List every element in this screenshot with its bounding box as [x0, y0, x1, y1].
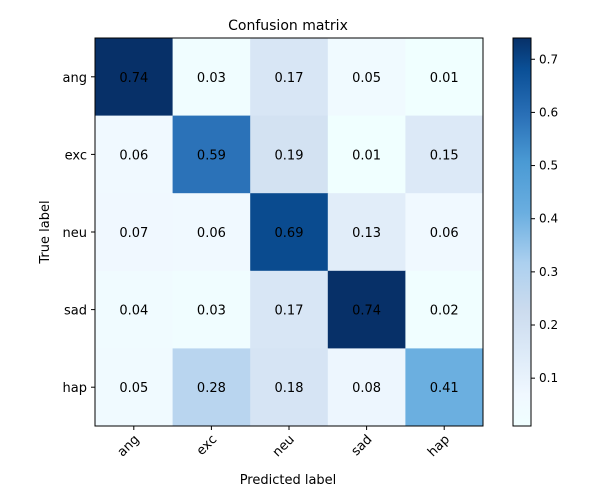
cell-value-label: 0.13 [352, 226, 381, 241]
heatmap-cell [172, 348, 251, 427]
cell-value-label: 0.08 [352, 381, 381, 396]
heatmap-cell [172, 193, 251, 272]
cell-value-label: 0.02 [430, 304, 459, 319]
cell-value-label: 0.01 [430, 71, 459, 86]
heatmap-cell [327, 193, 406, 272]
heatmap-cell [405, 38, 484, 117]
cell-value-label: 0.07 [119, 226, 148, 241]
heatmap-cell [172, 38, 251, 117]
cell-value-label: 0.03 [197, 304, 226, 319]
x-tick-label: sad [349, 432, 376, 459]
cell-value-label: 0.59 [197, 148, 226, 163]
cell-value-label: 0.74 [119, 71, 148, 86]
y-tick-label: hap [63, 381, 87, 396]
colorbar-tick-label: 0.3 [539, 265, 558, 279]
heatmap-cell [327, 38, 406, 117]
y-tick-label: exc [65, 148, 87, 163]
cell-value-label: 0.04 [119, 304, 148, 319]
heatmap-cell [250, 270, 329, 349]
heatmap-cell [95, 38, 174, 117]
cell-value-label: 0.19 [275, 148, 304, 163]
cell-value-label: 0.03 [197, 71, 226, 86]
cell-value-label: 0.69 [275, 226, 304, 241]
heatmap-cell [405, 348, 484, 427]
colorbar-tick-label: 0.4 [539, 212, 558, 226]
heatmap-cell [405, 270, 484, 349]
heatmap-cell [327, 115, 406, 194]
cell-value-label: 0.05 [119, 381, 148, 396]
x-axis-ticks: ang exc neu sad hap [115, 426, 453, 460]
heatmap-cell [250, 193, 329, 272]
heatmap-cell [250, 38, 329, 117]
heatmap-cell [250, 115, 329, 194]
heatmap-cell [172, 115, 251, 194]
cell-value-label: 0.41 [430, 381, 459, 396]
heatmap-cell [250, 348, 329, 427]
cell-value-label: 0.18 [275, 381, 304, 396]
cell-value-label: 0.06 [430, 226, 459, 241]
heatmap-cell [405, 115, 484, 194]
cell-value-label: 0.15 [430, 148, 459, 163]
colorbar-tick-label: 0.1 [539, 371, 558, 385]
y-axis-ticks: ang exc neu sad hap [63, 71, 95, 396]
heatmap-cell [405, 193, 484, 272]
x-axis-label: Predicted label [240, 473, 337, 488]
heatmap-cell [327, 270, 406, 349]
colorbar-ticks: 0.1 0.2 0.3 0.4 0.5 0.6 0.7 [531, 52, 558, 385]
heatmap-cell [95, 193, 174, 272]
heatmap-cell [95, 348, 174, 427]
cell-value-label: 0.06 [119, 148, 148, 163]
chart-title: Confusion matrix [228, 18, 348, 34]
colorbar [512, 37, 532, 427]
cell-value-label: 0.06 [197, 226, 226, 241]
colorbar-tick-label: 0.7 [539, 52, 558, 66]
colorbar-tick-label: 0.2 [539, 318, 558, 332]
y-tick-label: sad [64, 304, 87, 319]
cell-value-label: 0.17 [275, 71, 304, 86]
colorbar-tick-label: 0.6 [539, 105, 558, 119]
heatmap-cell [172, 270, 251, 349]
y-axis-label: True label [38, 200, 53, 264]
heatmap-cells: 0.74 0.03 0.17 0.05 0.01 0.06 0.59 0.19 0.01 0.15… [95, 38, 484, 427]
cell-value-label: 0.28 [197, 381, 226, 396]
x-tick-label: exc [194, 432, 220, 458]
colorbar-tick-label: 0.5 [539, 159, 558, 173]
cell-value-label: 0.01 [352, 148, 381, 163]
x-tick-label: hap [425, 432, 453, 460]
heatmap-cell [95, 115, 174, 194]
y-tick-label: ang [63, 71, 87, 86]
cell-value-label: 0.74 [352, 304, 381, 319]
x-tick-label: neu [270, 432, 298, 460]
cell-value-label: 0.05 [352, 71, 381, 86]
heatmap-cell [95, 270, 174, 349]
x-tick-label: ang [115, 432, 143, 460]
heatmap-cell [327, 348, 406, 427]
y-tick-label: neu [63, 226, 87, 241]
cell-value-label: 0.17 [275, 304, 304, 319]
